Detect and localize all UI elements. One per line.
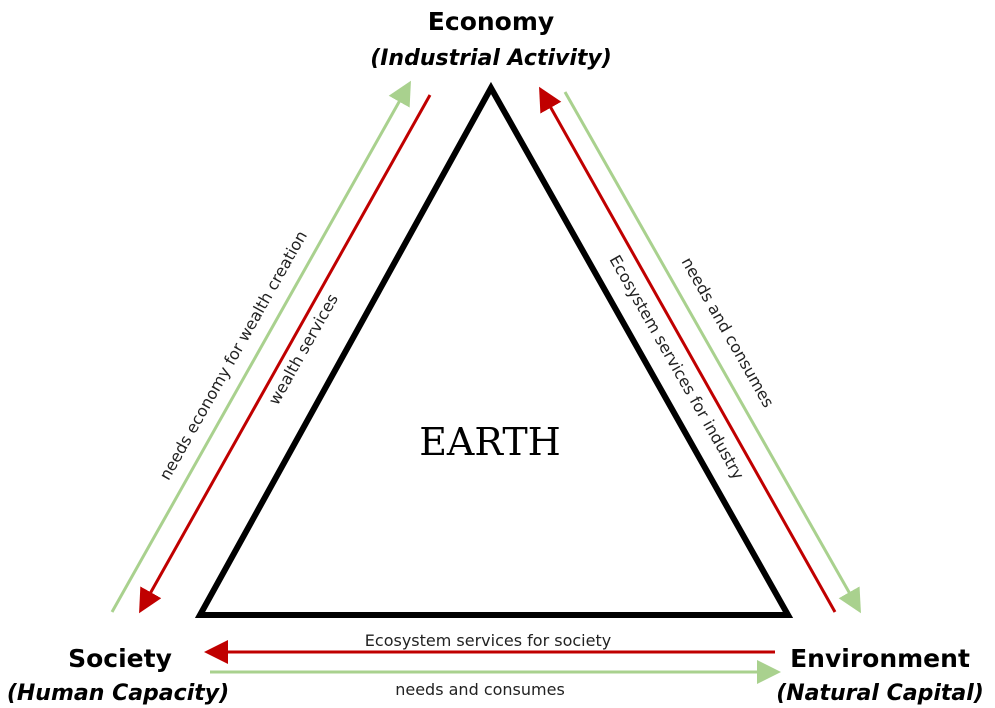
earth-triangle (194, 81, 794, 618)
node-name: Environment (790, 644, 970, 673)
arrow (139, 94, 432, 614)
arrow (563, 91, 861, 614)
node-subtitle: (Industrial Activity) (370, 46, 612, 71)
arrow-label: needs and consumes (395, 680, 565, 699)
arrow (539, 86, 837, 613)
arrow-label: Ecosystem services for society (365, 631, 611, 650)
node-name: Society (68, 644, 172, 673)
arrow-label: wealth services (264, 290, 342, 408)
center-label: EARTH (419, 420, 561, 464)
node-subtitle: (Human Capacity) (7, 681, 229, 706)
arrow (110, 80, 411, 613)
node-subtitle: (Natural Capital) (776, 681, 984, 706)
node-name: Economy (428, 7, 554, 36)
